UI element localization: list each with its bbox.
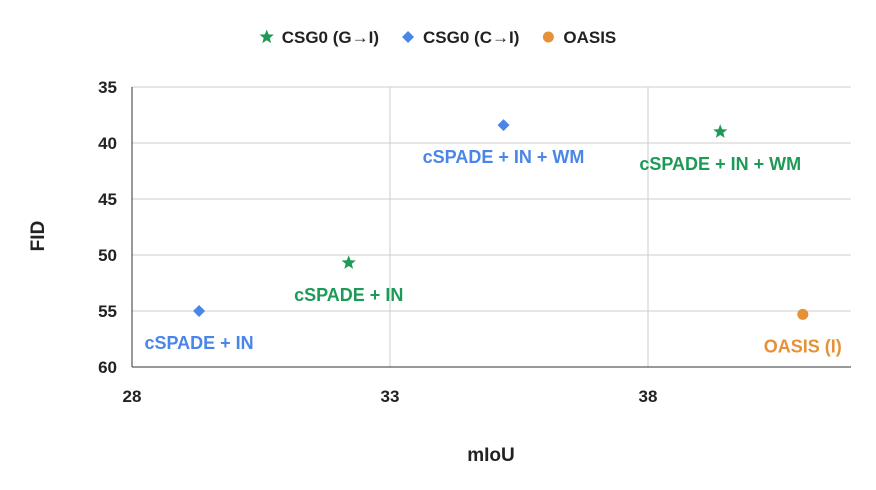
legend-item: OASIS (542, 28, 616, 47)
x-tick-label: 33 (381, 387, 400, 406)
data-points (193, 119, 809, 320)
y-tick-label: 45 (98, 190, 117, 209)
y-tick-label: 40 (98, 134, 117, 153)
y-axis: 35 40 45 50 55 60 (98, 78, 117, 377)
x-axis: 28 33 38 (123, 387, 658, 406)
legend-label: OASIS (563, 28, 616, 47)
data-point (193, 305, 206, 317)
legend-label: CSG0 (C→I) (423, 28, 519, 47)
y-tick-label: 35 (98, 78, 117, 97)
y-tick-label: 60 (98, 358, 117, 377)
point-labels: cSPADE + IN cSPADE + IN + WM cSPADE + IN cS… (144, 147, 841, 356)
x-tick-label: 38 (639, 387, 658, 406)
y-axis-title: FID (28, 221, 49, 252)
data-point (713, 124, 728, 138)
legend-marker (542, 31, 554, 43)
x-tick-label: 28 (123, 387, 142, 406)
data-label: cSPADE + IN + WM (423, 147, 585, 167)
legend-label: CSG0 (G→I) (282, 28, 379, 47)
data-point (341, 255, 356, 269)
y-tick-label: 50 (98, 246, 117, 265)
data-label: OASIS (I) (764, 336, 842, 356)
data-label: cSPADE + IN (144, 333, 253, 353)
data-label: cSPADE + IN (294, 285, 403, 305)
grid-lines (131, 86, 851, 368)
legend-item: CSG0 (G→I) (259, 28, 379, 47)
data-point (797, 308, 809, 320)
data-point (497, 119, 510, 132)
legend-marker (402, 31, 415, 43)
legend-item: CSG0 (C→I) (402, 28, 519, 47)
legend-marker (259, 29, 274, 44)
y-tick-label: 55 (98, 302, 117, 321)
data-label: cSPADE + IN + WM (639, 154, 801, 174)
x-axis-title: mIoU (467, 445, 515, 466)
legend: CSG0 (G→I) CSG0 (C→I) OASIS (259, 28, 616, 47)
